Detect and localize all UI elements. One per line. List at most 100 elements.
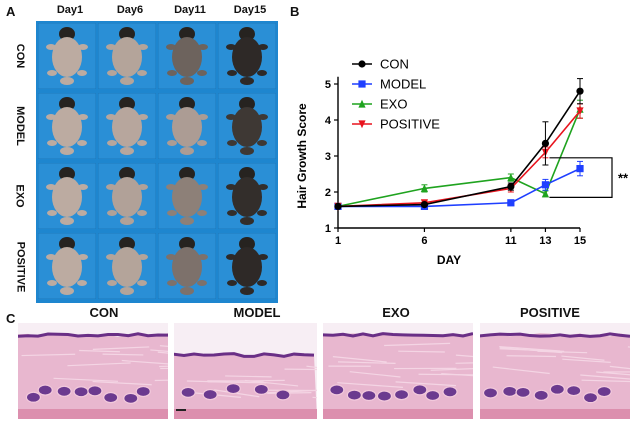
- histology-image-exo: [323, 323, 473, 419]
- y-tick-label: 2: [325, 187, 331, 199]
- data-point: [507, 199, 515, 207]
- dermis: [18, 333, 168, 419]
- series-line: [337, 110, 581, 208]
- epidermis: [323, 332, 473, 338]
- hair-follicle: [73, 386, 89, 398]
- data-point: [358, 60, 366, 68]
- hair-follicle: [582, 392, 599, 404]
- mouse-photo: [38, 93, 96, 159]
- mouse-photo: [158, 163, 216, 229]
- epidermis: [174, 352, 315, 358]
- data-point: [358, 99, 366, 108]
- hair-follicle: [123, 392, 139, 404]
- epidermis: [480, 332, 630, 338]
- histology-image-con: [18, 323, 168, 419]
- hair-follicle: [56, 385, 72, 397]
- x-axis-label: DAY: [437, 253, 461, 267]
- hair-follicle: [346, 389, 362, 401]
- row-label: EXO: [13, 184, 26, 208]
- subcutaneous-layer: [480, 409, 630, 419]
- hair-follicle: [533, 389, 549, 401]
- hair-follicle: [442, 386, 458, 398]
- histology-image-positive: [480, 323, 630, 419]
- hair-follicle: [87, 385, 103, 397]
- hair-follicle: [425, 389, 441, 402]
- mouse-photo: [218, 93, 276, 159]
- y-tick-label: 1: [325, 223, 331, 235]
- panel-letter-a: A: [6, 4, 16, 19]
- y-axis-label: Hair Growth Score: [295, 103, 309, 209]
- legend-label: CON: [380, 57, 409, 72]
- hair-follicle: [135, 385, 151, 398]
- subcutaneous-layer: [174, 409, 317, 419]
- x-tick-label: 15: [574, 235, 586, 247]
- hair-follicle: [329, 384, 345, 396]
- data-point: [541, 181, 550, 189]
- epidermis: [18, 332, 168, 338]
- mouse-photo: [38, 163, 96, 229]
- hair-follicle: [393, 389, 410, 401]
- hair-follicle: [37, 384, 53, 396]
- histology-image-model: [174, 323, 317, 419]
- hair-follicle: [412, 384, 428, 396]
- mouse-photo: [98, 233, 156, 299]
- data-point: [507, 173, 515, 182]
- hair-follicle: [549, 383, 565, 395]
- hair-follicle: [225, 382, 241, 395]
- legend: CON MODEL EXO POSITIVE: [352, 57, 440, 132]
- hair-follicle: [103, 391, 119, 404]
- series-exo: [334, 99, 584, 210]
- mouse-photo: [158, 233, 216, 299]
- hair-follicle: [275, 389, 291, 401]
- dermis: [174, 353, 317, 419]
- mouse-photo: [218, 233, 276, 299]
- row-label: MODEL: [14, 106, 27, 146]
- histology-title: CON: [89, 305, 119, 320]
- histology-title: MODEL: [233, 305, 281, 320]
- mouse-photo: [98, 23, 156, 89]
- panel-b: B 1 2 3 4 5 1 6 11 13 15 DAY Hair Growth Score ** CON…: [290, 4, 636, 304]
- mouse-photo: [38, 233, 96, 299]
- row-label: POSITIVE: [14, 241, 26, 293]
- mouse-photo: [98, 93, 156, 159]
- hair-follicle: [376, 390, 393, 402]
- mouse-photo-grid: [36, 21, 278, 303]
- row-label: CON: [13, 43, 26, 69]
- histology-title: POSITIVE: [520, 305, 580, 320]
- data-point: [576, 87, 584, 95]
- hair-follicle: [515, 386, 531, 398]
- day-label: Day11: [174, 4, 206, 16]
- panel-letter-b: B: [290, 4, 300, 19]
- mouse-photo: [38, 23, 96, 89]
- y-tick-label: 5: [325, 79, 331, 91]
- data-point: [420, 201, 429, 209]
- data-point: [334, 202, 342, 210]
- hair-growth-chart: 1 2 3 4 5 1 6 11 13 15 DAY Hair Growth Score ** CON MO…: [295, 57, 629, 268]
- data-point: [420, 184, 429, 192]
- data-point: [358, 120, 366, 129]
- data-point: [507, 183, 515, 191]
- hair-follicle: [253, 383, 269, 396]
- hair-follicle: [361, 389, 377, 402]
- histology-title: EXO: [382, 305, 410, 320]
- y-tick-label: 3: [325, 151, 331, 163]
- significance-bracket: [549, 157, 613, 198]
- panel-letter-c: C: [6, 311, 16, 326]
- mouse-photo: [158, 23, 216, 89]
- scale-bar: [176, 409, 186, 411]
- legend-label: EXO: [380, 97, 407, 112]
- hair-follicle: [482, 387, 499, 399]
- data-point: [541, 189, 550, 198]
- hair-follicle: [502, 385, 518, 397]
- y-tick-label: 4: [325, 115, 332, 127]
- day-label: Day6: [116, 4, 144, 16]
- x-tick-label: 13: [539, 235, 551, 247]
- data-point: [541, 139, 550, 147]
- mouse-photo: [218, 163, 276, 229]
- hair-follicle: [596, 385, 612, 398]
- mouse-photo: [98, 163, 156, 229]
- series-line: [337, 90, 581, 208]
- legend-label: POSITIVE: [380, 117, 440, 132]
- mouse-photo: [158, 93, 216, 159]
- x-tick-label: 11: [505, 235, 517, 247]
